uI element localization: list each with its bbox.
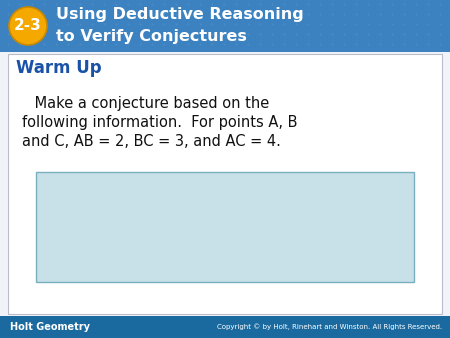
Text: 2-3: 2-3 — [14, 19, 42, 33]
Bar — [0, 0, 450, 52]
Text: to Verify Conjectures: to Verify Conjectures — [56, 28, 247, 44]
Circle shape — [9, 7, 47, 45]
Text: following information.  For points A, B: following information. For points A, B — [22, 115, 297, 130]
Text: Make a conjecture based on the: Make a conjecture based on the — [30, 96, 269, 111]
Bar — [8, 54, 442, 314]
Text: Using Deductive Reasoning: Using Deductive Reasoning — [56, 7, 304, 23]
Bar — [36, 172, 414, 282]
Bar — [0, 316, 450, 338]
Text: Warm Up: Warm Up — [16, 59, 102, 77]
Text: Holt Geometry: Holt Geometry — [10, 322, 90, 332]
Text: Copyright © by Holt, Rinehart and Winston. All Rights Reserved.: Copyright © by Holt, Rinehart and Winsto… — [217, 324, 442, 330]
Text: and C, AB = 2, BC = 3, and AC = 4.: and C, AB = 2, BC = 3, and AC = 4. — [22, 134, 281, 149]
